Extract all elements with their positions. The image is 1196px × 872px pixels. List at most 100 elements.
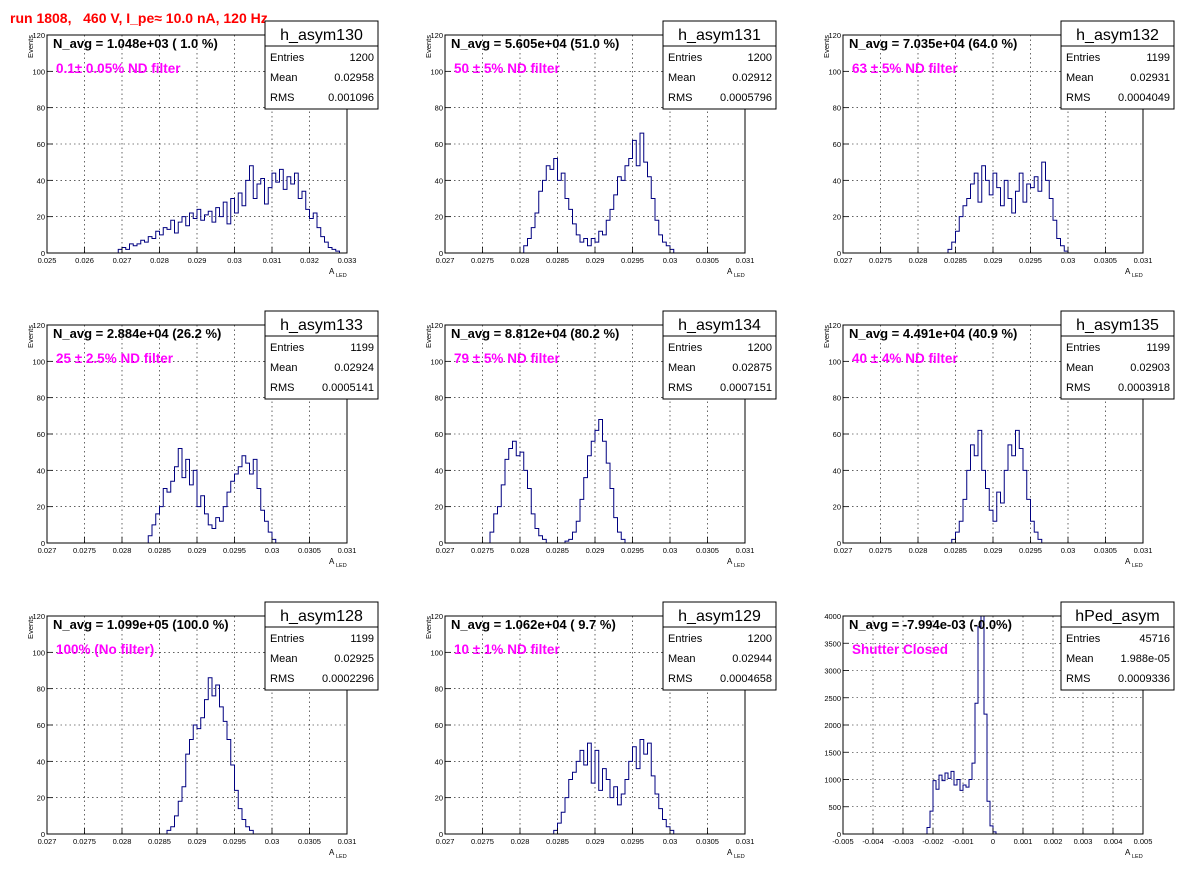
histogram-panel: 0.027 0.0275 0.028 0.0285 0.029 0.0295 0.03 0.0… [26,601,379,860]
y-axis-label: Events [822,325,831,348]
filter-label: 63 ± 5% ND filter [852,61,958,76]
histogram-name: h_asym135 [1076,317,1159,334]
x-tick-label: 0.0285 [148,837,171,846]
x-axis-label: A [329,848,335,857]
y-tick-label: 100 [32,357,45,366]
x-tick-label: 0.028 [511,837,530,846]
y-axis-label: Events [26,616,35,639]
navg-label: N_avg = 8.812e+04 (80.2 %) [451,326,619,341]
histogram-panel: 0.027 0.0275 0.028 0.0285 0.029 0.0295 0.03 0.0… [822,310,1175,569]
x-tick-label: 0.0275 [471,837,494,846]
stat-label: Mean [1066,362,1094,374]
x-tick-label: 0.003 [1074,837,1093,846]
x-axis-label: A [1125,848,1131,857]
histogram-panel: 0.025 0.026 0.027 0.028 0.029 0.03 0.031 0.032 0… [26,20,379,279]
y-tick-label: 80 [37,685,45,694]
y-tick-label: 100 [828,357,841,366]
x-tick-label: 0.031 [338,546,357,555]
x-tick-label: 0.0295 [621,837,644,846]
stat-value: 1.988e-05 [1120,653,1170,665]
y-tick-label: 0 [837,249,841,258]
stat-label: Entries [668,633,703,645]
x-tick-label: 0.0305 [696,256,719,265]
x-tick-label: 0.031 [736,546,755,555]
y-tick-label: 20 [37,794,45,803]
y-tick-label: 120 [430,31,443,40]
stat-value: 0.0009336 [1118,673,1170,685]
x-axis-label: A [727,267,733,276]
histogram-bars [926,615,997,834]
x-tick-label: 0.029 [188,546,207,555]
y-axis-label: Events [26,35,35,58]
stat-value: 0.02925 [334,653,374,665]
y-tick-label: 60 [37,721,45,730]
x-tick-label: 0.026 [75,256,94,265]
stat-value: 0.02958 [334,72,374,84]
stats-box-frame [662,601,777,691]
y-tick-label: 0 [837,830,841,839]
x-tick-label: 0.027 [113,256,132,265]
stat-value: 0.0002296 [322,673,374,685]
x-tick-label: -0.002 [922,837,943,846]
x-tick-label: 0.0295 [223,546,246,555]
navg-label: N_avg = 2.884e+04 (26.2 %) [53,326,221,341]
x-tick-label: 0 [991,837,995,846]
stat-value: 0.0005141 [322,382,374,394]
y-tick-label: 60 [37,430,45,439]
stat-label: Entries [270,52,305,64]
y-tick-label: 120 [430,612,443,621]
x-tick-label: 0.0275 [869,546,892,555]
x-tick-label: 0.031 [736,837,755,846]
y-tick-label: 80 [37,394,45,403]
x-tick-label: 0.025 [38,256,57,265]
navg-label: N_avg = 4.491e+04 (40.9 %) [849,326,1017,341]
y-tick-label: 20 [833,213,841,222]
x-tick-label: 0.0275 [73,546,96,555]
x-tick-label: 0.029 [586,256,605,265]
y-tick-label: 100 [430,67,443,76]
stats-box: h_asym129 Entries 1200 Mean 0.02944 RMS 0.0004… [662,601,777,691]
stats-box-frame [1060,310,1175,400]
x-tick-label: 0.029 [188,837,207,846]
x-axis-label-sub: LED [336,854,347,860]
histogram-bars [147,448,277,543]
x-tick-label: 0.027 [38,546,57,555]
stat-value: 0.02924 [334,362,374,374]
stats-box-frame [662,20,777,110]
y-tick-label: 20 [37,503,45,512]
x-tick-label: 0.033 [338,256,357,265]
x-tick-label: 0.0305 [298,546,321,555]
y-tick-label: 100 [828,67,841,76]
y-tick-label: 100 [430,648,443,657]
navg-label: N_avg = 1.048e+03 ( 1.0 %) [53,36,218,51]
y-tick-label: 40 [37,757,45,766]
y-tick-label: 2500 [824,694,841,703]
x-tick-label: 0.03 [663,546,678,555]
stats-box: hPed_asym Entries 45716 Mean 1.988e-05 RMS 0.0… [1060,601,1175,691]
navg-label: N_avg = 1.062e+04 ( 9.7 %) [451,617,616,632]
navg-label: N_avg = 7.035e+04 (64.0 %) [849,36,1017,51]
stat-label: Mean [1066,72,1094,84]
stat-value: 1199 [350,633,374,645]
stats-box: h_asym135 Entries 1199 Mean 0.02903 RMS 0.0003… [1060,310,1175,400]
stats-box-frame [1060,601,1175,691]
stat-label: Mean [270,362,298,374]
x-tick-label: 0.027 [834,546,853,555]
x-tick-label: 0.004 [1104,837,1123,846]
y-tick-label: 2000 [824,721,841,730]
x-axis-label: A [727,848,733,857]
stat-value: 0.0004049 [1118,92,1170,104]
x-tick-label: 0.0295 [1019,256,1042,265]
stat-value: 0.02903 [1130,362,1170,374]
y-tick-label: 80 [833,104,841,113]
x-tick-label: -0.001 [952,837,973,846]
x-tick-label: 0.03 [663,837,678,846]
y-tick-label: 80 [435,685,443,694]
stat-label: RMS [270,673,294,685]
stat-label: Mean [668,653,696,665]
y-tick-label: 3500 [824,639,841,648]
histogram-name: h_asym128 [280,608,363,625]
stat-value: 0.001096 [328,92,374,104]
y-tick-label: 0 [837,539,841,548]
